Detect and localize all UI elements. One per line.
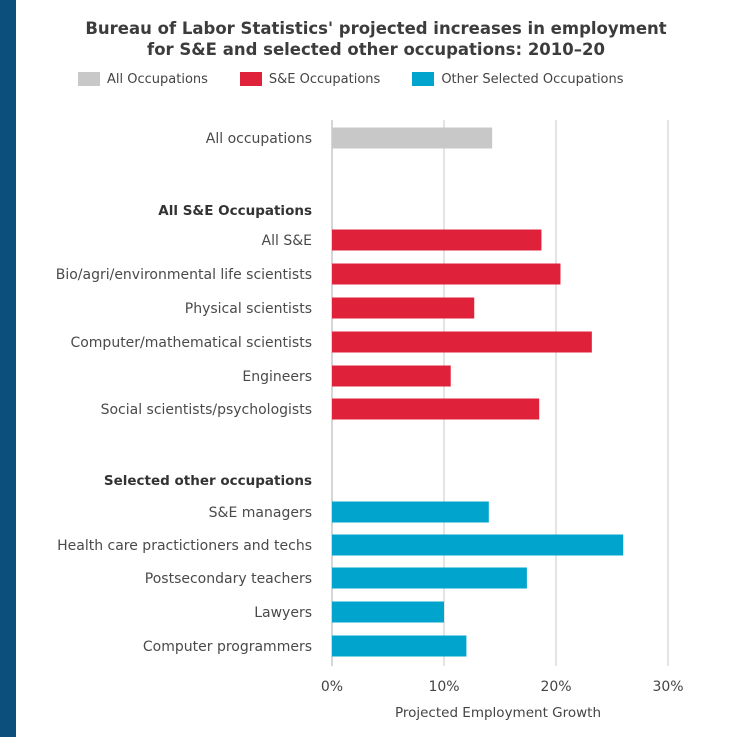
bar-computer-mathematical-scientists [332,332,592,353]
bar-all-s-e [332,230,541,251]
bars [332,128,623,657]
bar-all-occupations [332,128,492,149]
bar-postsecondary-teachers [332,568,527,589]
bar-social-scientists-psychologists [332,399,539,420]
x-axis-label: Projected Employment Growth [395,705,601,721]
bar-chart: All occupations All S&E Occupations All S&… [16,0,752,737]
category-label-postsecondary-teachers: Postsecondary teachers [145,571,312,587]
category-label-bio-agri-environmental-life-scientists: Bio/agri/environmental life scientists [56,267,312,283]
bar-s-e-managers [332,502,489,523]
category-labels: All occupations All S&E Occupations All S&… [56,131,312,655]
chart-panel: Bureau of Labor Statistics' projected in… [16,0,752,737]
category-label-social-scientists-psychologists: Social scientists/psychologists [101,402,312,418]
category-label-lawyers: Lawyers [254,605,312,621]
group-heading-selected-other-occupations: Selected other occupations [104,473,312,489]
bar-lawyers [332,602,444,623]
x-tick-label-2: 20% [540,679,571,695]
x-tick-label-0: 0% [321,679,343,695]
bar-computer-programmers [332,636,466,657]
category-label-computer-programmers: Computer programmers [143,639,312,655]
category-label-all-s-e: All S&E [262,233,312,249]
group-heading-all-s-e-occupations: All S&E Occupations [158,203,312,219]
x-tick-label-1: 10% [428,679,459,695]
category-label-physical-scientists: Physical scientists [185,301,312,317]
bar-engineers [332,366,451,387]
category-label-computer-mathematical-scientists: Computer/mathematical scientists [70,335,312,351]
category-label-s-e-managers: S&E managers [209,505,312,521]
bar-health-care-practictioners-and-techs [332,535,623,556]
category-label-all-occupations: All occupations [206,131,312,147]
x-tick-label-3: 30% [652,679,683,695]
bar-bio-agri-environmental-life-scientists [332,264,560,285]
bar-physical-scientists [332,298,474,319]
x-tick-labels: 0% 10% 20% 30% [321,679,684,695]
category-label-health-care-practictioners-and-techs: Health care practictioners and techs [57,538,312,554]
category-label-engineers: Engineers [242,369,312,385]
